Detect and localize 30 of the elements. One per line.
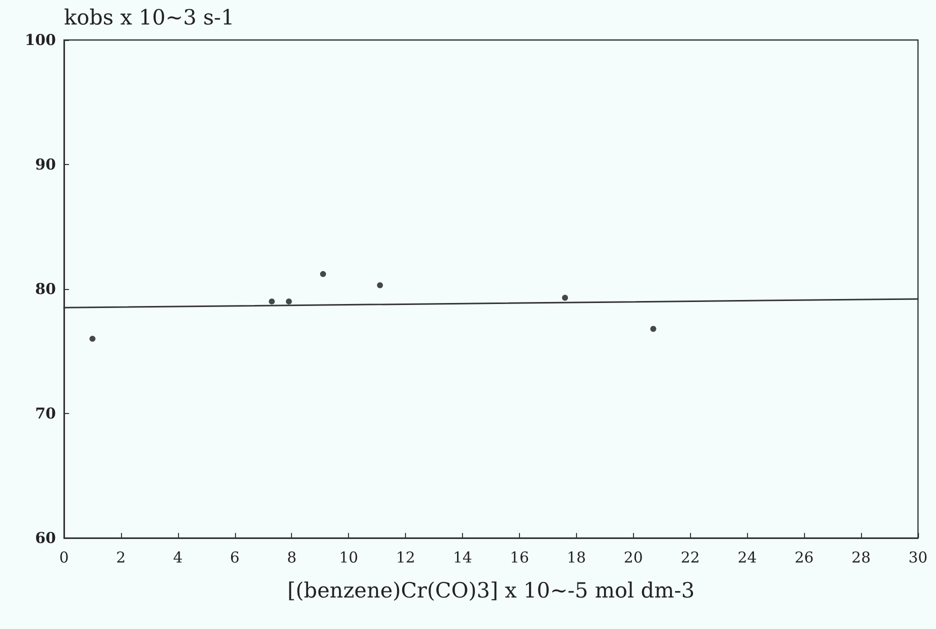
x-tick-label: 0 [59,548,69,566]
y-tick-label: 80 [35,280,56,298]
point [650,326,656,332]
x-tick-label: 4 [173,548,183,566]
x-tick-label: 2 [116,548,126,566]
x-tick-label: 6 [230,548,240,566]
y-tick-label: 70 [35,404,56,422]
x-tick-label: 24 [738,548,757,566]
x-tick-label: 16 [510,548,530,566]
point [562,294,568,301]
x-tick-label: 12 [396,548,416,566]
x-tick-label: 26 [794,548,814,566]
x-tick-label: 14 [452,548,472,566]
point [286,298,292,304]
x-tick-label: 18 [566,548,586,566]
point [376,282,383,288]
point [268,298,275,304]
x-tick-label: 8 [286,548,297,566]
x-tick-label: 30 [908,548,928,566]
x-tick-label: 10 [339,548,358,566]
y-tick-label: 60 [35,529,56,547]
x-tick-label: 22 [680,548,700,566]
point [320,271,326,278]
y-tick-label: 90 [35,156,56,174]
x-tick-label: 20 [624,548,643,566]
x-axis-title: [(benzene)Cr(CO)3] x 10~-5 mol dm-3 [287,578,695,602]
y-tick-label: 100 [24,31,56,49]
y-axis-title: kobs x 10~3 s-1 [64,6,234,30]
point [89,336,96,342]
x-tick-label: 28 [852,548,871,566]
